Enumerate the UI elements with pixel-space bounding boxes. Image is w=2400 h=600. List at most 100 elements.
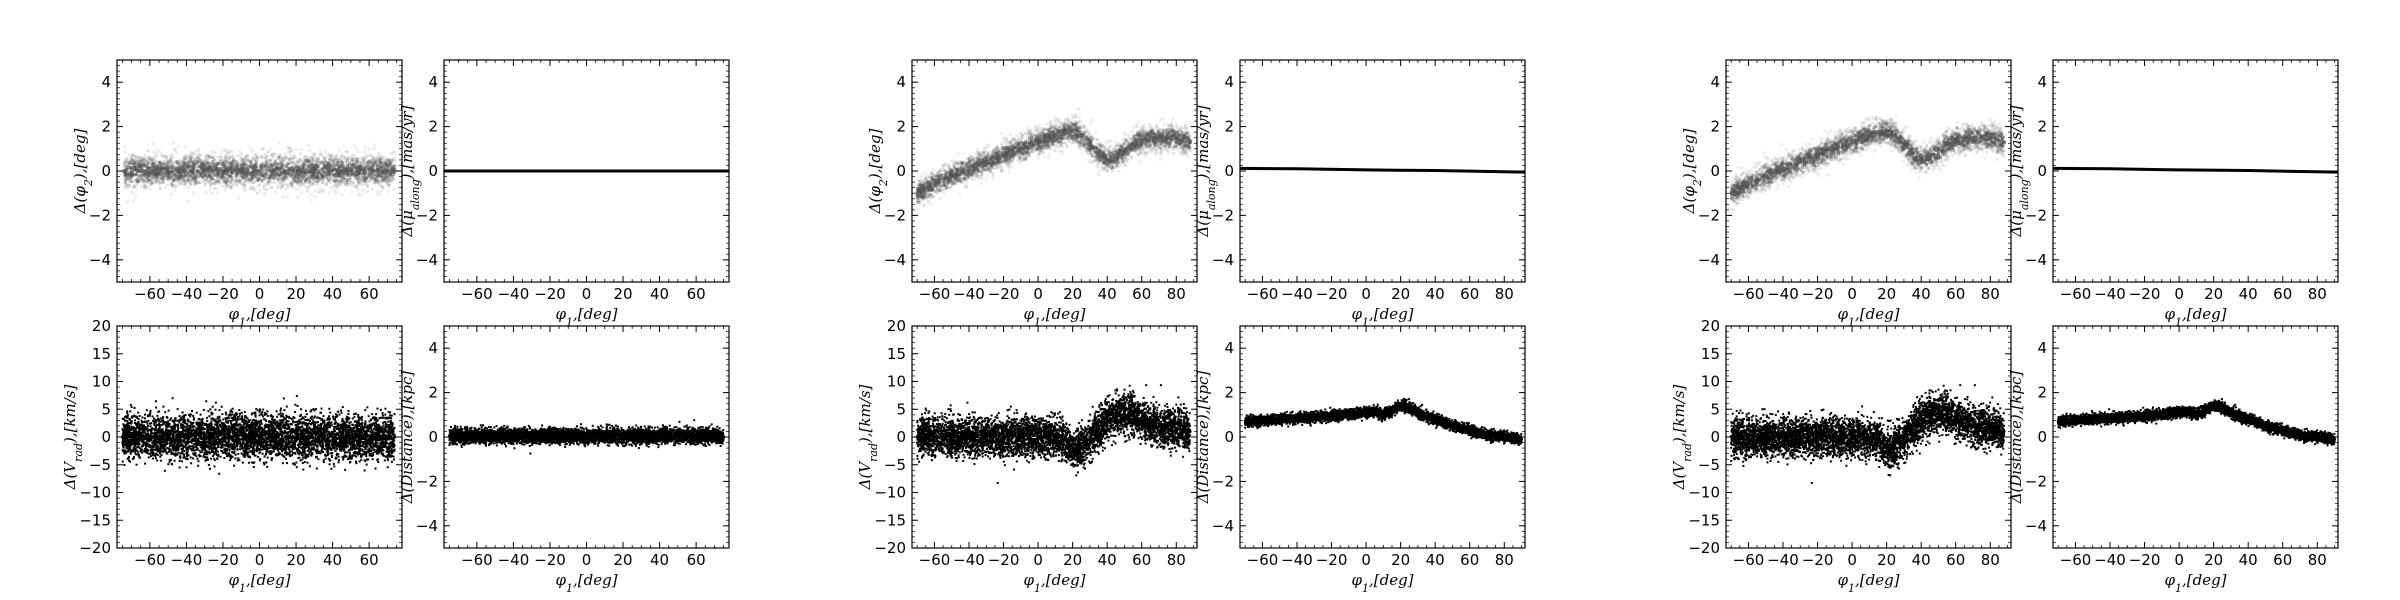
data-point xyxy=(142,424,145,427)
data-point xyxy=(290,175,294,179)
data-point xyxy=(375,434,378,437)
data-point xyxy=(246,166,250,170)
data-point xyxy=(255,172,259,176)
data-point xyxy=(172,161,176,165)
data-point xyxy=(235,166,239,170)
data-point xyxy=(335,174,339,178)
data-point xyxy=(166,175,170,179)
data-point xyxy=(192,162,196,166)
data-point xyxy=(373,170,377,174)
data-point xyxy=(322,428,325,431)
data-point xyxy=(322,461,325,464)
series-point xyxy=(268,169,273,173)
data-point xyxy=(210,150,214,154)
data-point xyxy=(167,176,171,180)
data-point xyxy=(261,173,265,177)
data-point xyxy=(134,160,138,164)
data-point xyxy=(149,158,153,162)
data-point xyxy=(255,179,259,183)
data-point xyxy=(217,177,221,181)
data-point xyxy=(319,152,323,156)
data-point xyxy=(243,444,246,447)
data-point xyxy=(265,159,269,163)
data-point xyxy=(214,166,218,170)
data-point xyxy=(167,409,170,412)
data-point xyxy=(142,173,146,177)
data-point xyxy=(206,416,209,419)
data-point xyxy=(185,174,189,178)
data-point xyxy=(199,162,203,166)
data-point xyxy=(357,177,361,181)
data-point xyxy=(193,154,197,158)
data-point xyxy=(352,163,356,167)
data-point xyxy=(314,167,318,171)
data-point xyxy=(229,181,233,185)
data-point xyxy=(361,171,365,175)
data-point xyxy=(282,416,285,419)
data-point xyxy=(335,173,339,177)
data-point xyxy=(328,407,331,410)
data-point xyxy=(151,161,155,165)
data-point xyxy=(371,423,374,426)
data-point xyxy=(201,171,205,175)
data-point xyxy=(326,165,330,169)
data-point xyxy=(378,168,382,172)
data-point xyxy=(203,161,207,165)
data-point xyxy=(123,449,126,452)
data-point xyxy=(271,162,275,166)
data-point xyxy=(246,168,250,172)
y-axis-label: Δ(φ2),[deg] xyxy=(71,129,95,215)
data-point xyxy=(306,155,310,159)
data-point xyxy=(279,171,283,175)
data-point xyxy=(148,158,152,162)
data-point xyxy=(348,165,352,169)
data-point xyxy=(128,185,132,189)
data-point xyxy=(189,153,193,157)
data-point xyxy=(356,166,360,170)
data-point xyxy=(147,419,150,422)
data-point xyxy=(128,171,132,175)
data-point xyxy=(313,164,317,168)
data-point xyxy=(225,166,229,170)
data-point xyxy=(135,172,139,176)
data-point xyxy=(278,154,282,158)
y-tick-label: 0 xyxy=(101,162,111,180)
data-point xyxy=(241,167,245,171)
data-point xyxy=(333,188,337,192)
data-point xyxy=(154,171,158,175)
data-point xyxy=(288,157,292,161)
data-point xyxy=(336,168,340,172)
data-point xyxy=(157,164,161,168)
data-point xyxy=(372,181,376,185)
data-point xyxy=(193,180,197,184)
data-point xyxy=(191,173,195,177)
data-point xyxy=(278,169,282,173)
series-point xyxy=(151,169,156,173)
data-point xyxy=(170,458,173,461)
data-point xyxy=(142,179,146,183)
data-point xyxy=(304,160,308,164)
data-point xyxy=(129,418,132,421)
data-point xyxy=(222,179,226,183)
y-tick-label: 0 xyxy=(428,162,438,180)
data-point xyxy=(393,433,396,436)
data-point xyxy=(160,166,164,170)
data-point xyxy=(373,427,376,430)
data-point xyxy=(272,420,275,423)
data-point xyxy=(141,162,145,166)
data-point xyxy=(183,435,186,438)
data-point xyxy=(371,156,375,160)
data-point xyxy=(309,172,313,176)
data-point xyxy=(361,169,365,173)
data-point xyxy=(173,167,177,171)
data-point xyxy=(202,163,206,167)
data-point xyxy=(241,170,245,174)
data-point xyxy=(249,187,253,191)
data-point xyxy=(336,172,340,176)
data-point xyxy=(130,158,134,162)
data-point xyxy=(293,186,297,190)
data-point xyxy=(160,164,164,168)
data-point xyxy=(307,180,311,184)
data-point xyxy=(196,155,200,159)
data-point xyxy=(332,174,336,178)
